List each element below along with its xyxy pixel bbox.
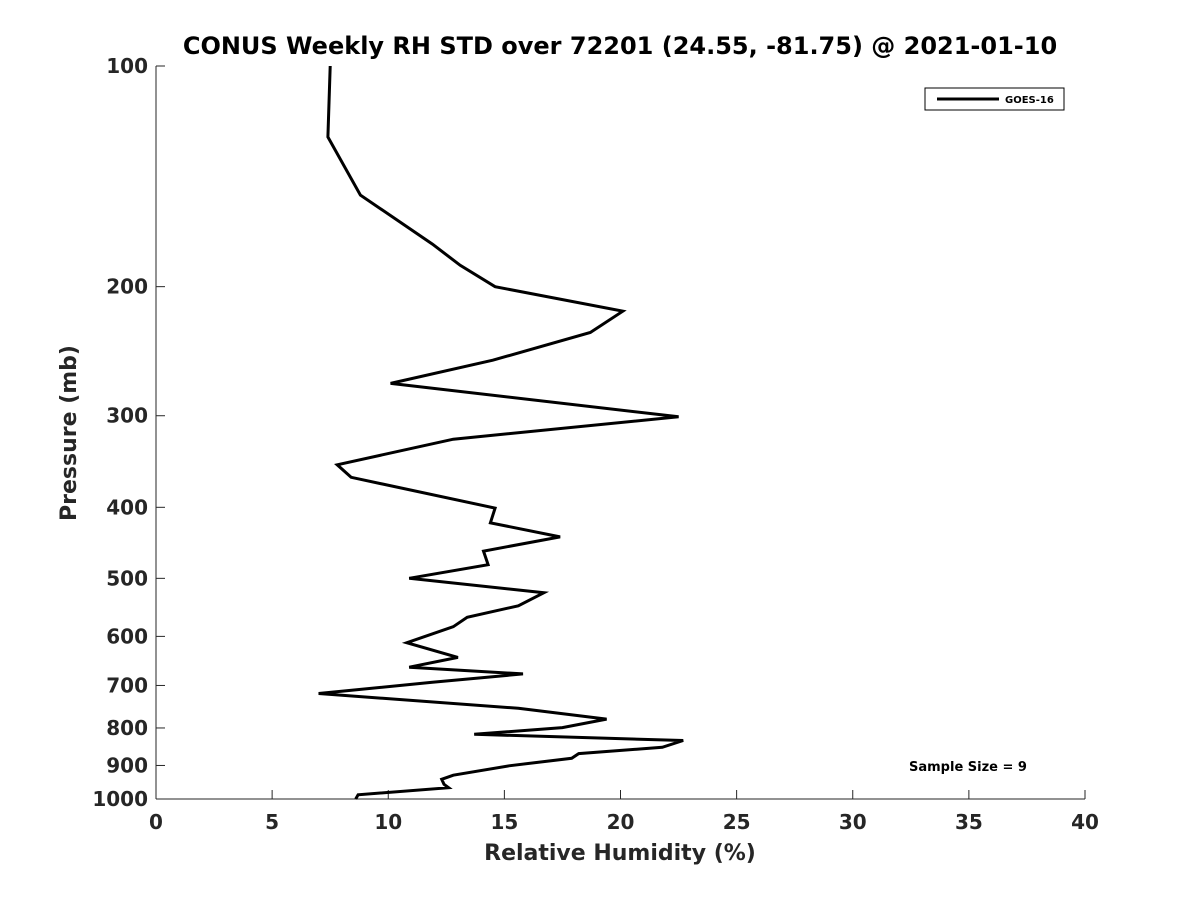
legend: GOES-16: [924, 87, 1065, 111]
y-tick-label: 800: [106, 716, 148, 740]
y-tick-label: 900: [106, 753, 148, 777]
legend-label-goes-16: GOES-16: [1005, 95, 1054, 106]
chart-title: CONUS Weekly RH STD over 72201 (24.55, -…: [183, 32, 1057, 60]
y-tick-label: 300: [106, 404, 148, 428]
x-tick-label: 35: [955, 810, 983, 834]
x-axis-ticks: 0 5 10 15 20 25 30 35 40: [149, 790, 1099, 834]
x-tick-label: 0: [149, 810, 163, 834]
y-tick-label: 400: [106, 495, 148, 519]
x-tick-label: 15: [490, 810, 518, 834]
x-tick-label: 20: [607, 810, 635, 834]
x-tick-label: 25: [723, 810, 751, 834]
y-axis-label: Pressure (mb): [57, 345, 82, 521]
y-tick-label: 1000: [92, 787, 148, 811]
series-line-goes-16: [318, 65, 684, 800]
y-tick-label: 200: [106, 275, 148, 299]
y-tick-label: 500: [106, 566, 148, 590]
y-tick-label: 100: [106, 54, 148, 78]
sample-size-annotation: Sample Size = 9: [909, 760, 1027, 775]
y-tick-label: 700: [106, 673, 148, 697]
x-tick-label: 40: [1071, 810, 1099, 834]
series-layer: [318, 65, 684, 800]
x-tick-label: 5: [265, 810, 279, 834]
y-tick-label: 600: [106, 624, 148, 648]
x-tick-label: 10: [374, 810, 402, 834]
x-axis-label: Relative Humidity (%): [484, 841, 756, 866]
x-tick-label: 30: [839, 810, 867, 834]
y-axis-ticks: 100 200 300 400 500 600 700 800 900 1000: [92, 54, 165, 811]
